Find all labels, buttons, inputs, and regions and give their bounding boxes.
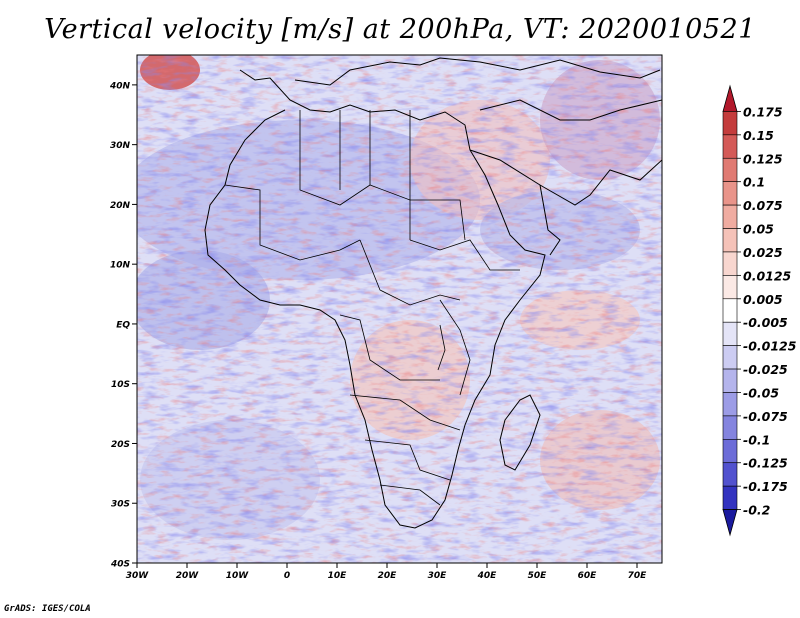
colorbar-label: -0.2	[743, 503, 770, 518]
colorbar-segment	[722, 251, 738, 276]
lon-label: 40E	[477, 571, 498, 581]
colorbar-segment	[722, 181, 738, 206]
vertical-velocity-field	[137, 55, 662, 563]
colorbar-label: 0.0125	[743, 268, 792, 283]
lat-label: 10S	[111, 380, 130, 390]
colorbar-label: -0.125	[743, 456, 788, 471]
lat-label: 40N	[109, 81, 131, 91]
colorbar-segment	[722, 415, 738, 440]
grads-credit: GrADS: IGES/COLA	[4, 604, 91, 614]
colorbar-segment	[722, 345, 738, 370]
colorbar-segment	[722, 228, 738, 253]
colorbar-label: -0.025	[743, 362, 788, 377]
colorbar-label: 0.005	[743, 292, 783, 307]
map-frame	[136, 54, 663, 564]
lon-label: 20W	[176, 571, 200, 581]
colorbar-segment	[722, 462, 738, 487]
colorbar-label: -0.1	[743, 432, 770, 447]
colorbar: 0.175 0.15 0.125 0.1 0.075 0.05 0.025 0.0125 0.0…	[722, 84, 797, 537]
colorbar-arrow-top	[722, 84, 738, 112]
colorbar-label: -0.0125	[743, 339, 797, 354]
colorbar-label: -0.005	[743, 315, 788, 330]
lon-label: 10W	[226, 571, 250, 581]
country-borders	[224, 110, 520, 506]
coastlines	[204, 57, 662, 529]
colorbar-segment	[722, 439, 738, 464]
colorbar-label: 0.15	[743, 128, 774, 143]
lon-label: 30W	[126, 571, 150, 581]
longitude-axis: 30W 20W 10W 0 10E 20E 30E 40E 50E 60E 70E	[126, 563, 647, 581]
colorbar-label: -0.075	[743, 409, 788, 424]
lon-label: 70E	[628, 571, 648, 581]
lon-label: 30E	[428, 571, 448, 581]
lat-label: 20S	[111, 440, 130, 450]
colorbar-segment	[722, 157, 738, 182]
colorbar-label: -0.175	[743, 479, 788, 494]
colorbar-segment	[722, 275, 738, 300]
latitude-axis: 40N 30N 20N 10N EQ 10S 20S 30S 40S	[109, 81, 137, 570]
lat-label: 40S	[110, 560, 130, 570]
colorbar-label: 0.1	[743, 175, 765, 190]
colorbar-label: -0.05	[743, 385, 779, 400]
colorbar-label: 0.025	[743, 245, 783, 260]
lon-label: 20E	[378, 571, 398, 581]
colorbar-label: 0.125	[743, 151, 783, 166]
colorbar-label: 0.075	[743, 198, 783, 213]
colorbar-segment	[722, 134, 738, 159]
lat-label: 30S	[111, 500, 130, 510]
colorbar-segment	[722, 485, 738, 510]
colorbar-segment	[722, 298, 738, 323]
colorbar-arrow-bottom	[722, 509, 738, 537]
map-title: Vertical velocity [m/s] at 200hPa, VT: 2…	[44, 14, 756, 45]
lat-label: 20N	[110, 201, 131, 211]
lat-label: 10N	[110, 261, 131, 271]
colorbar-label: 0.175	[743, 104, 783, 119]
lon-label: 50E	[528, 571, 548, 581]
lon-label: 0	[284, 571, 290, 581]
lon-label: 10E	[328, 571, 348, 581]
lat-label: 30N	[110, 141, 131, 151]
colorbar-segment	[722, 321, 738, 346]
lon-label: 60E	[578, 571, 598, 581]
colorbar-label: 0.05	[743, 222, 774, 237]
colorbar-segment	[722, 392, 738, 417]
lat-label: EQ	[116, 320, 130, 330]
colorbar-segment	[722, 368, 738, 393]
colorbar-segment	[722, 204, 738, 229]
colorbar-segment	[722, 111, 738, 136]
